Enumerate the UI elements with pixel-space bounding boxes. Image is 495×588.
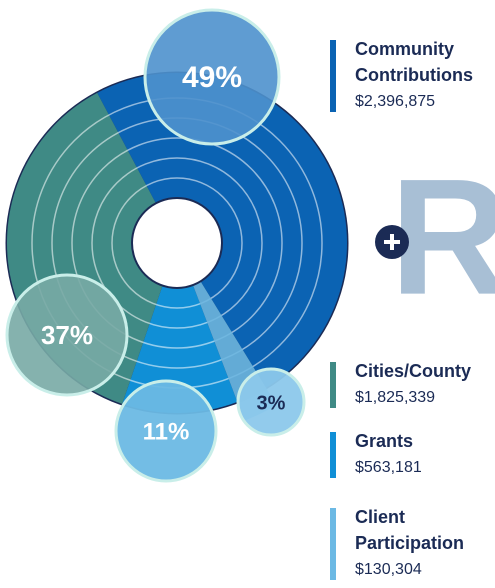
donut-hole bbox=[131, 197, 223, 289]
legend-label: Participation bbox=[355, 533, 464, 553]
ring bbox=[111, 177, 243, 309]
ring bbox=[71, 137, 283, 349]
value-bubble bbox=[143, 8, 281, 146]
legend-amount: $130,304 bbox=[355, 561, 422, 578]
value-bubble bbox=[5, 273, 129, 397]
value-label: 49% bbox=[182, 61, 242, 94]
ring bbox=[91, 157, 263, 329]
legend-label: Grants bbox=[355, 431, 413, 451]
legend-amount: $2,396,875 bbox=[355, 93, 435, 110]
value-label: 37% bbox=[41, 320, 93, 350]
wedge bbox=[122, 285, 238, 414]
value-bubble bbox=[114, 379, 218, 483]
legend-swatch bbox=[330, 432, 336, 478]
value-label: 3% bbox=[257, 392, 286, 414]
legend-amount: $563,181 bbox=[355, 459, 422, 476]
legend-amount: $1,825,339 bbox=[355, 389, 435, 406]
logo-plus bbox=[384, 234, 400, 250]
legend-label: Cities/County bbox=[355, 361, 471, 381]
legend-label: Client bbox=[355, 507, 405, 527]
legend-swatch bbox=[330, 508, 336, 580]
value-label: 11% bbox=[143, 418, 190, 445]
wedge bbox=[97, 73, 347, 388]
legend-swatch bbox=[330, 40, 336, 112]
legend-swatch bbox=[330, 362, 336, 408]
value-bubble bbox=[236, 367, 306, 437]
legend-label: Contributions bbox=[355, 65, 473, 85]
legend-label: Community bbox=[355, 39, 454, 59]
